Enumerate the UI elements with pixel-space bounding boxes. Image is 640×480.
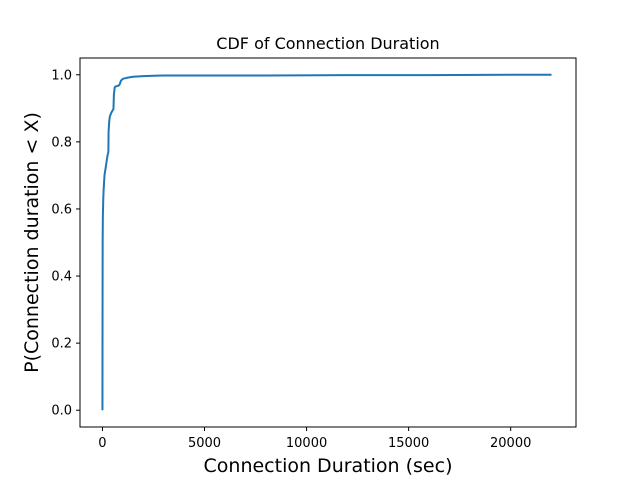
series-line (101, 73, 552, 411)
x-axis-label: Connection Duration (sec) (204, 455, 453, 477)
chart-title: CDF of Connection Duration (216, 34, 439, 53)
plot-frame (79, 57, 577, 428)
x-tick-label: 15000 (388, 436, 429, 451)
y-axis-label: P(Connection duration < X) (21, 112, 43, 373)
y-tick-label: 1.0 (51, 68, 72, 83)
y-tick-label: 0.4 (51, 270, 72, 285)
x-tick-label: 5000 (188, 436, 221, 451)
y-tick-label: 0.8 (51, 135, 72, 150)
y-tick-label: 0.0 (51, 404, 72, 419)
x-tick-label: 10000 (286, 436, 327, 451)
y-tick-label: 0.2 (51, 337, 72, 352)
y-tick-label: 0.6 (51, 202, 72, 217)
x-tick-label: 20000 (490, 436, 531, 451)
y-axis: 0.0 0.2 0.4 0.6 0.8 1.0 (51, 68, 80, 419)
plot-area (79, 57, 577, 428)
x-tick-label: 0 (98, 436, 106, 451)
x-axis: 0 5000 10000 15000 20000 (98, 427, 531, 451)
